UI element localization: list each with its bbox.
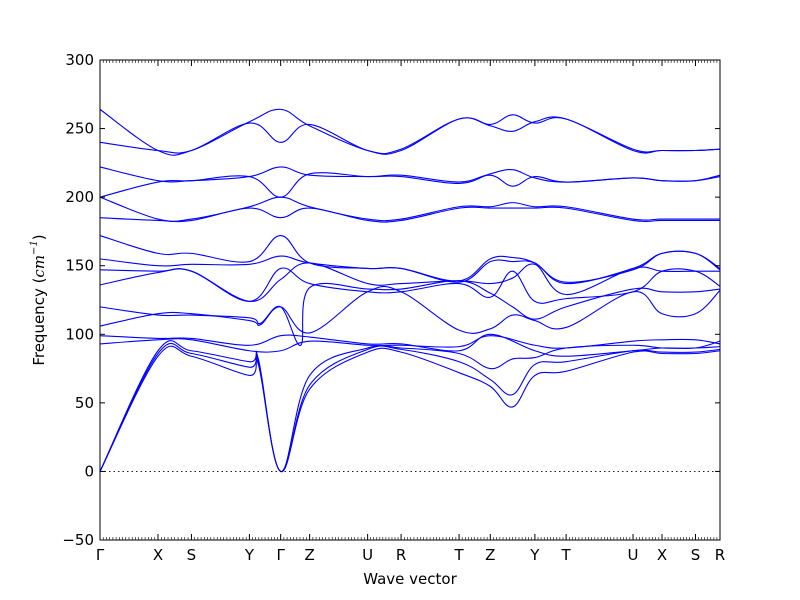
- y-axis-title-suffix: ): [30, 234, 48, 240]
- band-lines: [99, 108, 721, 472]
- y-tick-label: 50: [75, 394, 94, 412]
- x-tick-label-X: X: [153, 546, 163, 564]
- x-tick-label-R: R: [715, 546, 725, 564]
- band-line-7: [99, 280, 721, 346]
- plot-background: [100, 60, 720, 540]
- band-line-13: [99, 196, 720, 222]
- band-line-1: [99, 345, 721, 472]
- band-line-17: [99, 108, 721, 156]
- y-tick-label: 300: [65, 51, 94, 69]
- plot-frame: [99, 59, 721, 541]
- x-tick-label-Z: Z: [485, 546, 495, 564]
- y-tick-label: 200: [65, 188, 94, 206]
- y-axis-title-exponent: −1: [29, 240, 40, 255]
- x-tick-label-U: U: [362, 546, 373, 564]
- x-tick-label-R: R: [396, 546, 406, 564]
- band-line-5: [99, 333, 721, 357]
- x-tick-label-X: X: [657, 546, 667, 564]
- y-tick-labels: −50 0 50 100 150 200 250 300: [62, 51, 94, 549]
- band-line-11: [99, 234, 721, 283]
- y-axis-title-unit: cm: [30, 255, 48, 278]
- y-tick-label: 250: [65, 120, 94, 138]
- y-axis-title-prefix: Frequency (: [30, 278, 48, 366]
- x-tick-label-T: T: [453, 546, 464, 564]
- x-tick-label-S: S: [691, 546, 701, 564]
- x-tick-label-Y: Y: [529, 546, 540, 564]
- band-line-15: [99, 166, 721, 184]
- y-tick-label: 100: [65, 325, 94, 343]
- y-tick-label: 0: [84, 462, 94, 480]
- x-tick-label-Γ: Γ: [96, 546, 105, 564]
- band-line-8: [99, 267, 721, 304]
- x-tick-label-U: U: [628, 546, 639, 564]
- x-axis-title: Wave vector: [363, 570, 457, 588]
- band-line-10: [99, 250, 721, 285]
- band-line-3: [99, 340, 721, 472]
- y-tick-label: −50: [62, 531, 94, 549]
- x-tick-label-T: T: [561, 546, 572, 564]
- band-line-4: [99, 335, 721, 353]
- x-tick-label-Γ: Γ: [276, 546, 285, 564]
- x-tick-label-Z: Z: [304, 546, 314, 564]
- y-axis-title: Frequency (cm−1): [29, 234, 48, 365]
- x-tick-label-S: S: [187, 546, 197, 564]
- x-tick-label-Y: Y: [244, 546, 255, 564]
- y-tick-label: 150: [65, 257, 94, 275]
